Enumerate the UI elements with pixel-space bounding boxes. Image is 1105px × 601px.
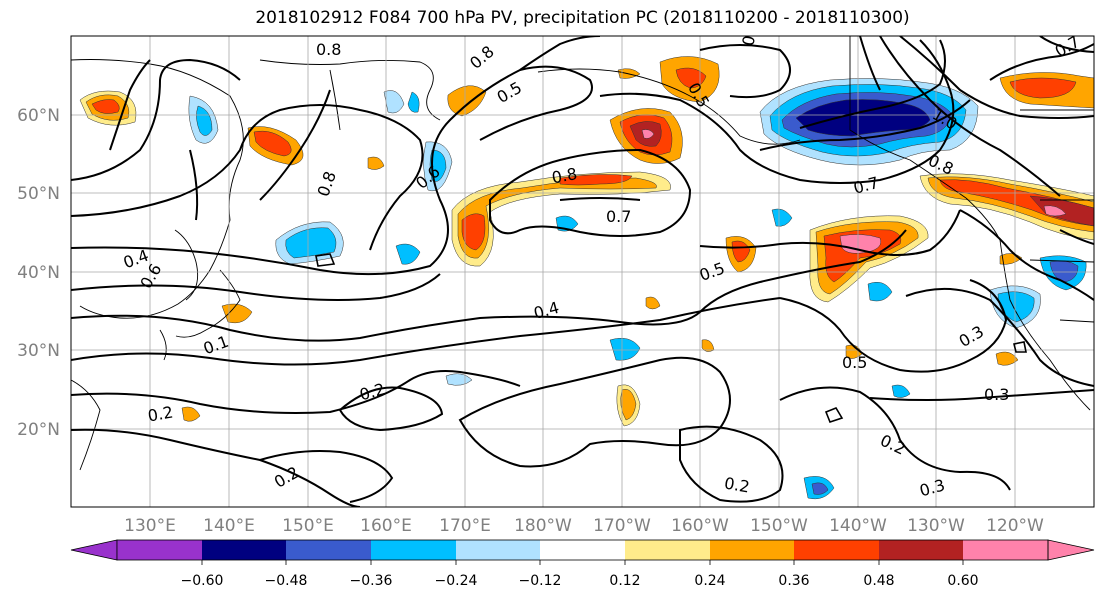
- colorbar-low-extension: [70, 539, 118, 561]
- lon-label: 130°E: [124, 516, 176, 536]
- colorbar-bin: [456, 540, 540, 560]
- colorbar-label: −0.24: [435, 573, 478, 589]
- colorbar-label: 0.48: [863, 573, 894, 589]
- contour-label: 0.3: [984, 385, 1009, 404]
- colorbar-bin: [879, 540, 963, 560]
- lat-label: 40°N: [17, 263, 60, 283]
- contour-label: 0.2: [146, 402, 174, 425]
- colorbar-bin: [625, 540, 710, 560]
- map-frame: [70, 35, 1095, 508]
- lat-label: 30°N: [17, 341, 60, 361]
- lon-label: 170°W: [593, 516, 651, 536]
- lon-label: 140°E: [203, 516, 255, 536]
- colorbar-bin: [710, 540, 794, 560]
- colorbar-label: −0.36: [350, 573, 393, 589]
- contour-label: 0.7: [606, 207, 631, 226]
- map-title: 2018102912 F084 700 hPa PV, precipitatio…: [255, 8, 910, 28]
- colorbar-bin: [794, 540, 879, 560]
- lon-label: 120°W: [986, 516, 1044, 536]
- precipitation-shading: [79, 56, 1094, 500]
- contour-label: 0.4: [738, 19, 761, 47]
- longitude-labels: 130°E 140°E 150°E 160°E 170°E 180°W 170°…: [124, 516, 1044, 536]
- colorbar-bin: [963, 540, 1048, 560]
- lon-label: 140°W: [829, 516, 887, 536]
- colorbar-label: −0.60: [181, 573, 224, 589]
- lat-label: 20°N: [17, 420, 60, 440]
- lat-label: 50°N: [17, 184, 60, 204]
- colorbar-label: 0.24: [694, 573, 725, 589]
- colorbar-bin: [371, 540, 456, 560]
- colorbar-bin: [286, 540, 371, 560]
- pv-contours: [71, 36, 1094, 507]
- colorbar: −0.60 −0.48 −0.36 −0.24 −0.12 0.12 0.24 …: [70, 539, 1095, 589]
- colorbar-label: 0.36: [778, 573, 809, 589]
- lon-label: 180°W: [514, 516, 572, 536]
- colorbar-label: 0.12: [609, 573, 640, 589]
- lon-label: 160°E: [360, 516, 412, 536]
- colorbar-bin: [117, 540, 202, 560]
- colorbar-bin: [202, 540, 286, 560]
- gridlines: [71, 36, 1094, 507]
- colorbar-high-extension: [1047, 539, 1095, 561]
- contour-label: 0.2: [723, 473, 751, 496]
- lon-label: 150°E: [282, 516, 334, 536]
- lat-label: 60°N: [17, 106, 60, 126]
- lon-label: 130°W: [907, 516, 965, 536]
- colorbar-label: 0.60: [947, 573, 978, 589]
- contour-label: 0.8: [316, 40, 341, 59]
- latitude-labels: 60°N 50°N 40°N 30°N 20°N: [17, 106, 60, 440]
- contour-label: 0.8: [550, 164, 578, 187]
- colorbar-label: −0.12: [519, 573, 562, 589]
- contour-label: 0.5: [842, 353, 867, 372]
- map-area: 0.8 0.8 0.5 0.8 0.7 1.0 0.8 0.4 0.5 0.6 …: [71, 19, 1094, 507]
- lon-label: 170°E: [439, 516, 491, 536]
- lon-label: 150°W: [750, 516, 808, 536]
- colorbar-bin: [540, 540, 625, 560]
- lon-label: 160°W: [671, 516, 729, 536]
- colorbar-label: −0.48: [265, 573, 308, 589]
